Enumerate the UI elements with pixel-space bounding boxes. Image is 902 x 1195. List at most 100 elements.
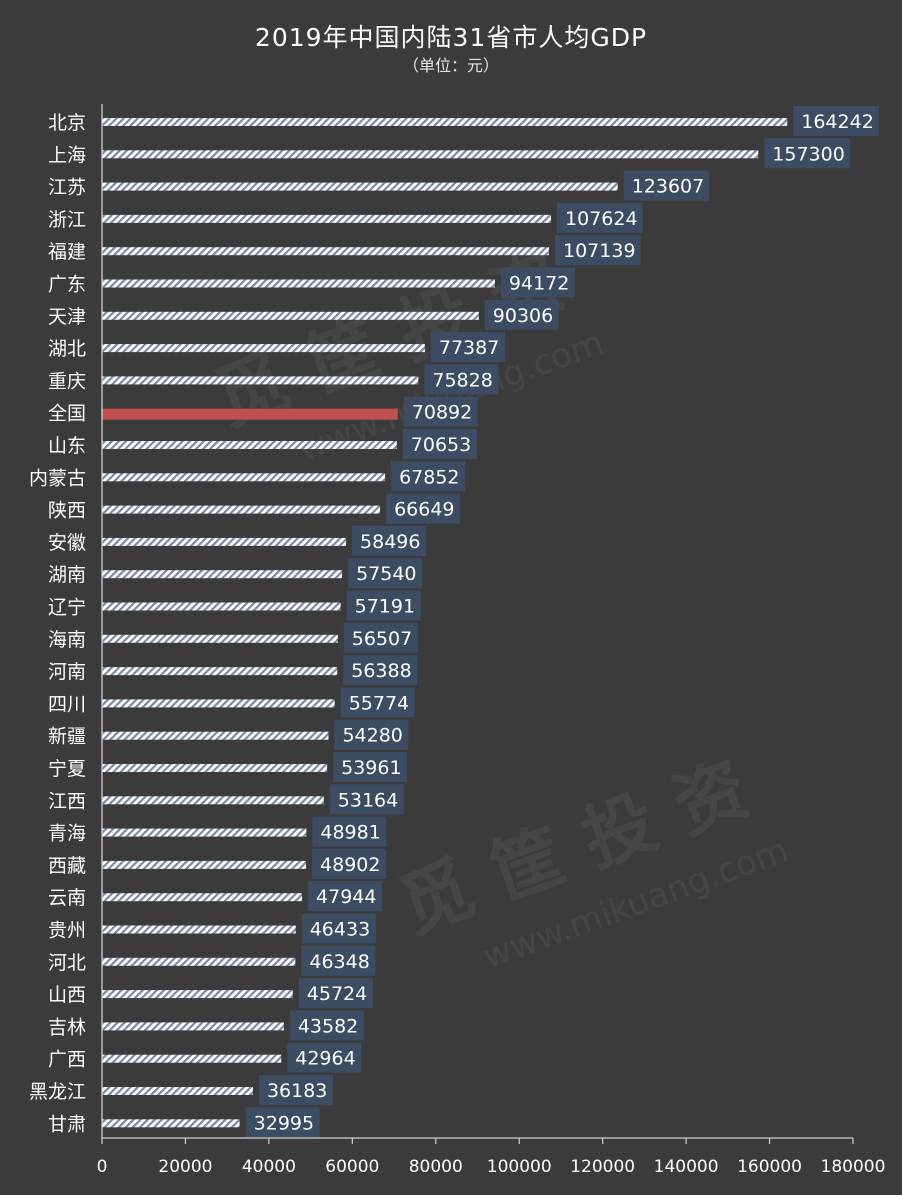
value-label: 53164 bbox=[338, 789, 398, 811]
category-label: 云南 bbox=[48, 887, 86, 909]
category-label: 内蒙古 bbox=[29, 467, 86, 489]
category-label: 上海 bbox=[48, 144, 86, 166]
value-label: 77387 bbox=[439, 337, 499, 359]
category-label: 重庆 bbox=[48, 370, 86, 392]
value-label-box bbox=[301, 945, 376, 976]
value-label-box bbox=[287, 1042, 362, 1073]
value-label: 46433 bbox=[310, 919, 370, 941]
x-tick-label: 0 bbox=[97, 1157, 108, 1177]
value-label: 107624 bbox=[565, 208, 638, 230]
value-label: 57191 bbox=[355, 596, 415, 618]
category-label: 浙江 bbox=[48, 209, 86, 231]
value-label-box bbox=[245, 1107, 320, 1138]
bar bbox=[102, 150, 759, 159]
bar bbox=[102, 731, 329, 740]
value-label: 53961 bbox=[341, 757, 401, 779]
category-label: 全国 bbox=[48, 403, 86, 425]
bar bbox=[102, 247, 550, 256]
value-label-box bbox=[258, 1075, 333, 1105]
chart-subtitle: （单位：元） bbox=[402, 56, 499, 75]
value-label-box bbox=[402, 429, 477, 459]
category-label: 湖北 bbox=[48, 338, 86, 360]
category-label: 甘肃 bbox=[48, 1113, 86, 1135]
category-label: 辽宁 bbox=[48, 597, 86, 619]
bar bbox=[102, 860, 307, 869]
value-label-box bbox=[298, 978, 373, 1009]
bar bbox=[102, 764, 328, 772]
bar bbox=[102, 182, 618, 191]
value-label: 45724 bbox=[307, 983, 367, 1005]
value-label: 56507 bbox=[352, 628, 412, 650]
bar bbox=[102, 441, 397, 449]
bar bbox=[102, 796, 324, 805]
category-label: 海南 bbox=[48, 629, 86, 651]
bar bbox=[102, 602, 341, 611]
category-label: 青海 bbox=[48, 823, 86, 845]
value-label-box bbox=[391, 461, 466, 492]
bar bbox=[102, 893, 303, 902]
value-label: 56388 bbox=[351, 660, 411, 682]
value-label-box bbox=[557, 202, 643, 233]
category-label: 黑龙江 bbox=[29, 1081, 86, 1103]
x-tick-label: 120000 bbox=[570, 1157, 635, 1177]
value-label-box bbox=[329, 784, 404, 815]
value-label-box bbox=[352, 525, 427, 556]
category-label: 新疆 bbox=[48, 726, 86, 748]
value-label-box bbox=[346, 590, 421, 621]
bar bbox=[102, 473, 386, 482]
bar bbox=[102, 279, 495, 288]
value-label-box bbox=[308, 881, 383, 912]
value-label-box bbox=[424, 364, 499, 395]
value-label-box bbox=[312, 848, 387, 879]
value-label: 32995 bbox=[254, 1112, 314, 1134]
category-label: 山东 bbox=[48, 435, 86, 457]
value-label: 157300 bbox=[772, 143, 845, 165]
value-label: 43582 bbox=[298, 1015, 358, 1037]
x-tick-label: 100000 bbox=[487, 1157, 552, 1177]
value-label: 54280 bbox=[342, 725, 402, 747]
category-label: 河北 bbox=[48, 952, 86, 974]
value-label: 67852 bbox=[399, 466, 459, 488]
value-label: 46348 bbox=[309, 951, 369, 973]
bar bbox=[102, 1054, 282, 1063]
category-label: 西藏 bbox=[48, 855, 86, 877]
x-tick-label: 160000 bbox=[737, 1157, 802, 1177]
value-label-box bbox=[343, 622, 418, 653]
value-label: 70892 bbox=[412, 402, 472, 424]
bar bbox=[102, 1087, 253, 1095]
bar bbox=[102, 957, 296, 966]
x-tick-label: 140000 bbox=[654, 1157, 719, 1177]
chart-title: 2019年中国内陆31省市人均GDP bbox=[254, 23, 648, 52]
value-label: 42964 bbox=[295, 1048, 355, 1070]
value-label-box bbox=[555, 235, 641, 266]
bar bbox=[102, 1119, 240, 1128]
bar bbox=[102, 376, 419, 385]
category-label: 四川 bbox=[48, 693, 86, 715]
bar bbox=[102, 699, 335, 708]
value-label: 66649 bbox=[394, 499, 454, 521]
value-label: 90306 bbox=[493, 305, 553, 327]
value-label-box bbox=[623, 170, 710, 201]
category-label: 河南 bbox=[48, 661, 86, 683]
value-label: 55774 bbox=[349, 692, 409, 714]
category-label: 贵州 bbox=[48, 920, 86, 942]
value-label: 164242 bbox=[801, 111, 874, 133]
value-label-box bbox=[289, 1010, 364, 1041]
category-label: 宁夏 bbox=[48, 758, 86, 780]
value-label-box bbox=[484, 299, 559, 330]
bar bbox=[102, 990, 293, 999]
value-label-box bbox=[348, 558, 423, 589]
bar bbox=[102, 925, 296, 934]
value-label: 48902 bbox=[320, 854, 380, 876]
value-label-box bbox=[334, 719, 409, 750]
bar bbox=[102, 214, 552, 223]
bar bbox=[102, 1022, 284, 1031]
category-label: 天津 bbox=[48, 306, 86, 328]
value-label-box bbox=[340, 687, 415, 718]
value-label: 36183 bbox=[267, 1080, 327, 1102]
bar bbox=[102, 118, 788, 126]
value-label-box bbox=[386, 493, 461, 524]
x-tick-label: 20000 bbox=[158, 1157, 212, 1177]
x-tick-label: 180000 bbox=[821, 1157, 886, 1177]
